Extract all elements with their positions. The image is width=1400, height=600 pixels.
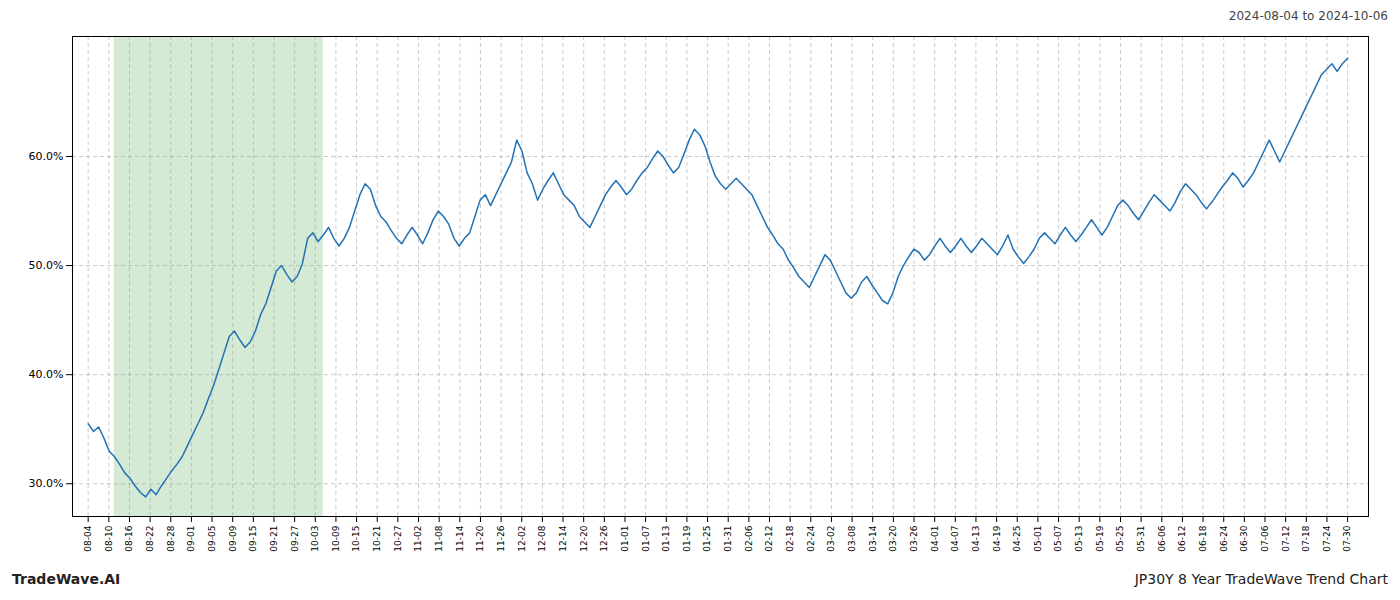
svg-text:06-18: 06-18 bbox=[1198, 525, 1208, 551]
svg-text:05-19: 05-19 bbox=[1095, 525, 1105, 551]
svg-text:09-15: 09-15 bbox=[248, 526, 258, 552]
svg-text:03-26: 03-26 bbox=[909, 525, 919, 551]
svg-text:12-02: 12-02 bbox=[517, 526, 527, 552]
svg-text:11-14: 11-14 bbox=[455, 525, 465, 551]
svg-text:02-12: 02-12 bbox=[764, 526, 774, 552]
svg-text:12-08: 12-08 bbox=[537, 525, 547, 551]
svg-text:12-20: 12-20 bbox=[579, 525, 589, 551]
svg-text:01-31: 01-31 bbox=[723, 526, 733, 552]
svg-text:40.0%: 40.0% bbox=[29, 368, 64, 381]
html-text:2024-08-04 to 2024-10-06: 2024-08-04 to 2024-10-06 bbox=[1228, 9, 1388, 23]
svg-text:06-24: 06-24 bbox=[1219, 525, 1229, 551]
svg-text:01-19: 01-19 bbox=[682, 525, 692, 551]
svg-text:02-06: 02-06 bbox=[744, 525, 754, 551]
svg-text:08-22: 08-22 bbox=[145, 526, 155, 552]
svg-text:02-18: 02-18 bbox=[785, 525, 795, 551]
svg-text:10-09: 10-09 bbox=[331, 525, 341, 551]
svg-text:07-24: 07-24 bbox=[1322, 525, 1332, 551]
svg-text:08-16: 08-16 bbox=[124, 525, 134, 551]
svg-text:03-20: 03-20 bbox=[888, 525, 898, 551]
svg-text:10-15: 10-15 bbox=[351, 526, 361, 552]
svg-text:07-12: 07-12 bbox=[1281, 526, 1291, 552]
html-text:JP30Y 8 Year TradeWave Trend C: JP30Y 8 Year TradeWave Trend Chart bbox=[1134, 571, 1388, 587]
svg-text:01-01: 01-01 bbox=[620, 526, 630, 552]
svg-text:10-21: 10-21 bbox=[372, 526, 382, 552]
svg-text:10-27: 10-27 bbox=[393, 526, 403, 552]
svg-text:06-30: 06-30 bbox=[1239, 525, 1249, 551]
svg-text:04-19: 04-19 bbox=[991, 525, 1001, 551]
svg-text:05-01: 05-01 bbox=[1033, 526, 1043, 552]
svg-text:09-01: 09-01 bbox=[186, 526, 196, 552]
svg-text:09-05: 09-05 bbox=[207, 526, 217, 552]
svg-text:06-12: 06-12 bbox=[1177, 526, 1187, 552]
svg-text:03-14: 03-14 bbox=[868, 525, 878, 551]
svg-text:05-31: 05-31 bbox=[1136, 526, 1146, 552]
svg-text:11-02: 11-02 bbox=[413, 526, 423, 552]
svg-text:07-30: 07-30 bbox=[1342, 525, 1352, 551]
svg-text:04-25: 04-25 bbox=[1012, 526, 1022, 552]
svg-text:04-07: 04-07 bbox=[950, 526, 960, 552]
svg-text:60.0%: 60.0% bbox=[29, 150, 64, 163]
svg-text:05-13: 05-13 bbox=[1074, 526, 1084, 552]
svg-text:04-13: 04-13 bbox=[971, 526, 981, 552]
svg-text:30.0%: 30.0% bbox=[29, 477, 64, 490]
svg-text:12-14: 12-14 bbox=[558, 525, 568, 551]
svg-text:08-10: 08-10 bbox=[104, 525, 114, 551]
svg-text:09-21: 09-21 bbox=[269, 526, 279, 552]
svg-text:01-13: 01-13 bbox=[661, 526, 671, 552]
svg-text:12-26: 12-26 bbox=[599, 525, 609, 551]
svg-text:01-25: 01-25 bbox=[702, 526, 712, 552]
svg-text:11-08: 11-08 bbox=[434, 525, 444, 551]
svg-text:07-18: 07-18 bbox=[1301, 525, 1311, 551]
svg-text:03-02: 03-02 bbox=[826, 526, 836, 552]
svg-text:08-28: 08-28 bbox=[166, 525, 176, 551]
svg-text:09-27: 09-27 bbox=[290, 526, 300, 552]
svg-text:03-08: 03-08 bbox=[847, 525, 857, 551]
svg-text:01-07: 01-07 bbox=[641, 526, 651, 552]
svg-text:06-06: 06-06 bbox=[1157, 525, 1167, 551]
svg-text:09-09: 09-09 bbox=[228, 525, 238, 551]
svg-text:07-06: 07-06 bbox=[1260, 525, 1270, 551]
svg-text:02-24: 02-24 bbox=[806, 525, 816, 551]
svg-text:08-04: 08-04 bbox=[83, 525, 93, 551]
svg-text:10-03: 10-03 bbox=[310, 526, 320, 552]
svg-text:50.0%: 50.0% bbox=[29, 259, 64, 272]
svg-text:05-25: 05-25 bbox=[1115, 526, 1125, 552]
svg-text:04-01: 04-01 bbox=[930, 526, 940, 552]
svg-text:11-26: 11-26 bbox=[496, 525, 506, 551]
svg-text:11-20: 11-20 bbox=[475, 525, 485, 551]
html-text:TradeWave.AI: TradeWave.AI bbox=[12, 571, 121, 587]
svg-text:05-07: 05-07 bbox=[1053, 526, 1063, 552]
